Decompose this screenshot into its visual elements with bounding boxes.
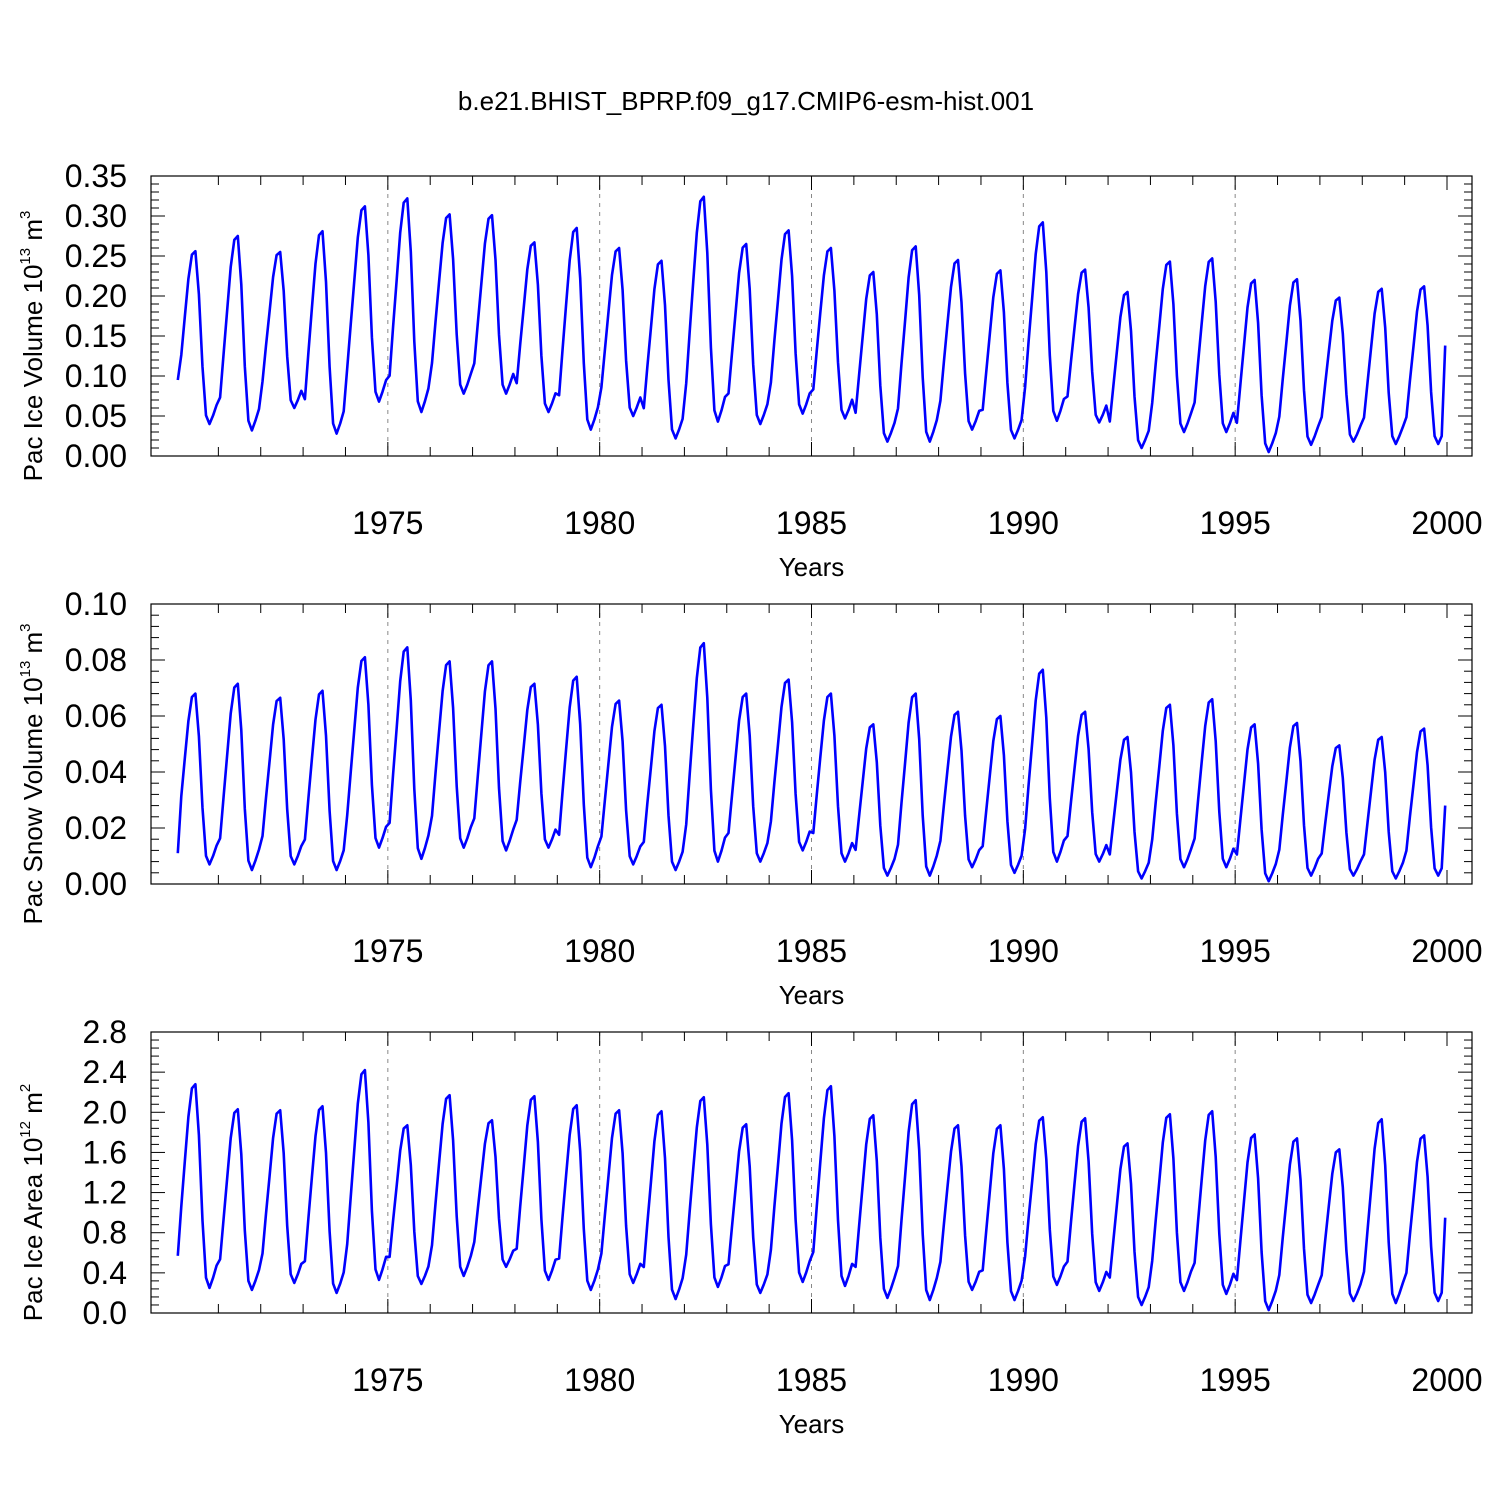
- plot-frame: [150, 1031, 1473, 1314]
- y-tick-label: 2.4: [83, 1054, 127, 1090]
- y-tick-label: 0.02: [65, 810, 127, 846]
- x-tick-label: 1990: [988, 505, 1059, 541]
- ice-area-panel: 0.0 0.4 0.8 1.2 1.6 2.0 2.4 2.8 1975 1980 1985 1990…: [17, 1014, 1483, 1439]
- chart-title: b.e21.BHIST_BPRP.f09_g17.CMIP6-esm-hist.…: [458, 86, 1034, 116]
- y-tick-label: 0.05: [65, 398, 127, 434]
- ice-volume-panel: 0.00 0.05 0.10 0.15 0.20 0.25 0.30 0.35 1975 1980…: [17, 158, 1483, 582]
- snow-volume-panel: 0.00 0.02 0.04 0.06 0.08 0.10 1975 1980 1985 1990…: [17, 586, 1483, 1010]
- y-tick-label: 0.10: [65, 358, 127, 394]
- x-tick-label: 1995: [1200, 1362, 1271, 1398]
- y-tick-label: 1.2: [83, 1175, 127, 1211]
- y-tick-label: 0.00: [65, 438, 127, 474]
- x-tick-label: 2000: [1411, 1362, 1482, 1398]
- y-tick-label: 0.06: [65, 698, 127, 734]
- y-tick-label: 0.04: [65, 754, 127, 790]
- y-tick-label: 0.30: [65, 198, 127, 234]
- y-tick-label: 0.4: [83, 1255, 127, 1291]
- series-line: [176, 195, 1447, 454]
- y-tick-label: 0.8: [83, 1215, 127, 1251]
- x-tick-label: 1990: [988, 1362, 1059, 1398]
- x-axis-title: Years: [779, 552, 845, 582]
- x-tick-label: 1980: [564, 505, 635, 541]
- series-line: [176, 641, 1447, 883]
- y-tick-label: 0.08: [65, 642, 127, 678]
- x-axis-title: Years: [779, 980, 845, 1010]
- x-tick-label: 1975: [352, 1362, 423, 1398]
- x-tick-label: 1975: [352, 505, 423, 541]
- x-tick-label: 1985: [776, 505, 847, 541]
- y-axis-title: Pac Snow Volume 1013 m3: [17, 623, 48, 924]
- x-tick-label: 1985: [776, 933, 847, 969]
- x-tick-label: 2000: [1411, 933, 1482, 969]
- y-axis-title: Pac Ice Area 1012 m2: [17, 1084, 48, 1321]
- x-tick-label: 1985: [776, 1362, 847, 1398]
- x-tick-label: 1990: [988, 933, 1059, 969]
- y-tick-label: 0.35: [65, 158, 127, 194]
- y-tick-label: 0.00: [65, 866, 127, 902]
- y-tick-label: 0.10: [65, 586, 127, 622]
- y-tick-label: 0.15: [65, 318, 127, 354]
- y-tick-label: 0.0: [83, 1295, 127, 1331]
- y-tick-label: 2.0: [83, 1094, 127, 1130]
- x-tick-label: 1995: [1200, 505, 1271, 541]
- y-tick-label: 1.6: [83, 1134, 127, 1170]
- x-axis-title: Years: [779, 1409, 845, 1439]
- series-line: [176, 1068, 1447, 1312]
- y-axis-title: Pac Ice Volume 1013 m3: [17, 211, 48, 482]
- x-tick-label: 1980: [564, 1362, 635, 1398]
- x-tick-label: 1995: [1200, 933, 1271, 969]
- x-tick-label: 1975: [352, 933, 423, 969]
- y-tick-label: 2.8: [83, 1014, 127, 1050]
- x-tick-label: 2000: [1411, 505, 1482, 541]
- x-tick-label: 1980: [564, 933, 635, 969]
- y-tick-label: 0.25: [65, 238, 127, 274]
- y-tick-label: 0.20: [65, 278, 127, 314]
